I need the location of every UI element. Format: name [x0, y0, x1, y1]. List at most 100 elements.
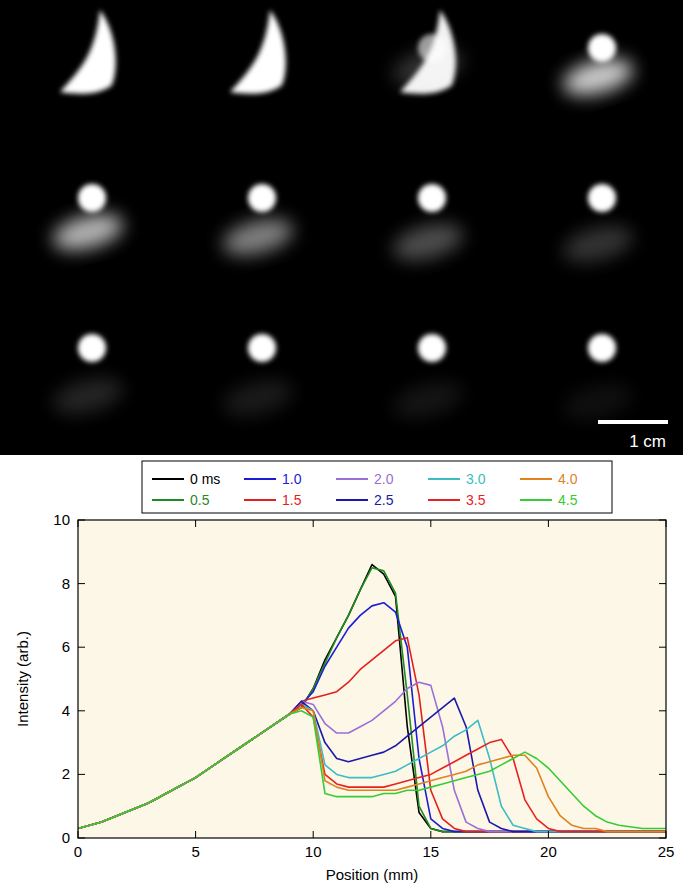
y-tick — [78, 838, 85, 839]
x-tick-label: 25 — [658, 843, 675, 860]
series-line — [78, 711, 666, 829]
y-tick-label: 10 — [53, 511, 70, 528]
blob — [248, 334, 276, 362]
series-line — [78, 708, 666, 832]
y-tick-label: 6 — [62, 638, 70, 655]
crescent — [60, 10, 116, 94]
x-tick-label: 0 — [74, 843, 82, 860]
y-tick — [78, 710, 85, 711]
frame — [49, 184, 127, 257]
blob — [418, 334, 446, 362]
legend-label: 0.5 — [190, 492, 210, 508]
frame — [559, 334, 637, 427]
blob — [588, 184, 616, 212]
series-line — [78, 704, 666, 831]
y-tick — [659, 583, 666, 584]
crescent — [230, 10, 286, 94]
y-tick — [78, 774, 85, 775]
frame — [389, 334, 467, 425]
legend-swatch — [336, 478, 368, 480]
y-tick — [659, 647, 666, 648]
y-tick — [659, 520, 666, 521]
series-line — [78, 565, 666, 832]
x-tick — [430, 520, 431, 527]
cloud — [49, 207, 127, 257]
image-panel — [0, 0, 683, 455]
cloud — [389, 217, 467, 267]
series-line — [78, 603, 666, 832]
series-line — [78, 704, 666, 831]
frame — [559, 184, 637, 269]
legend-label: 3.0 — [466, 471, 486, 487]
legend-swatch — [428, 478, 460, 480]
y-tick-label: 0 — [62, 829, 70, 846]
frame — [219, 184, 297, 262]
x-tick-label: 15 — [422, 843, 439, 860]
cloud — [49, 371, 127, 421]
x-tick — [313, 831, 314, 838]
series-line — [78, 682, 666, 831]
x-tick — [195, 520, 196, 527]
fluorescence-frames — [49, 10, 637, 427]
legend-box — [142, 461, 612, 513]
y-tick — [659, 838, 666, 839]
y-tick-label: 8 — [62, 575, 70, 592]
y-tick — [78, 583, 85, 584]
blob — [588, 334, 616, 362]
legend-label: 2.0 — [374, 471, 394, 487]
series-line — [78, 698, 666, 832]
frame — [559, 34, 637, 102]
legend-label: 0 ms — [190, 471, 220, 487]
blob — [248, 184, 276, 212]
plot-frame — [78, 520, 666, 838]
blob — [418, 184, 446, 212]
cloud — [559, 377, 637, 427]
frame — [49, 334, 127, 421]
x-tick — [666, 520, 667, 527]
legend-label: 4.0 — [558, 471, 578, 487]
legend-swatch — [244, 478, 276, 480]
x-tick — [78, 520, 79, 527]
blob — [418, 34, 446, 62]
series-line — [78, 568, 666, 832]
cloud — [219, 373, 297, 423]
legend-label: 3.5 — [466, 492, 486, 508]
y-tick — [78, 647, 85, 648]
legend-label: 4.5 — [558, 492, 578, 508]
y-tick-label: 4 — [62, 702, 70, 719]
frame — [60, 10, 116, 94]
y-tick-label: 2 — [62, 765, 70, 782]
frame — [389, 10, 467, 94]
x-tick — [430, 831, 431, 838]
x-tick — [666, 831, 667, 838]
legend-swatch — [244, 499, 276, 501]
cloud — [219, 212, 297, 262]
x-tick — [195, 831, 196, 838]
series-group — [78, 565, 666, 832]
x-tick-label: 5 — [191, 843, 199, 860]
blob — [78, 184, 106, 212]
legend-swatch — [336, 499, 368, 501]
x-tick — [313, 520, 314, 527]
legend-swatch — [520, 499, 552, 501]
legend-label: 2.5 — [374, 492, 394, 508]
cloud — [559, 219, 637, 269]
x-axis-title: Position (mm) — [326, 866, 419, 883]
y-tick — [78, 520, 85, 521]
legend-swatch — [152, 499, 184, 501]
frame — [389, 184, 467, 267]
legend-label: 1.0 — [282, 471, 302, 487]
x-tick-label: 20 — [540, 843, 557, 860]
y-tick — [659, 710, 666, 711]
x-tick — [548, 831, 549, 838]
x-tick-label: 10 — [305, 843, 322, 860]
y-axis-title: Intensity (arb.) — [14, 631, 31, 727]
y-tick — [659, 774, 666, 775]
legend-swatch — [428, 499, 460, 501]
legend-swatch — [152, 478, 184, 480]
frame — [219, 334, 297, 423]
legend-swatch — [520, 478, 552, 480]
series-line — [78, 638, 666, 832]
x-tick — [548, 520, 549, 527]
scale-bar-label: 1 cm — [629, 432, 666, 451]
